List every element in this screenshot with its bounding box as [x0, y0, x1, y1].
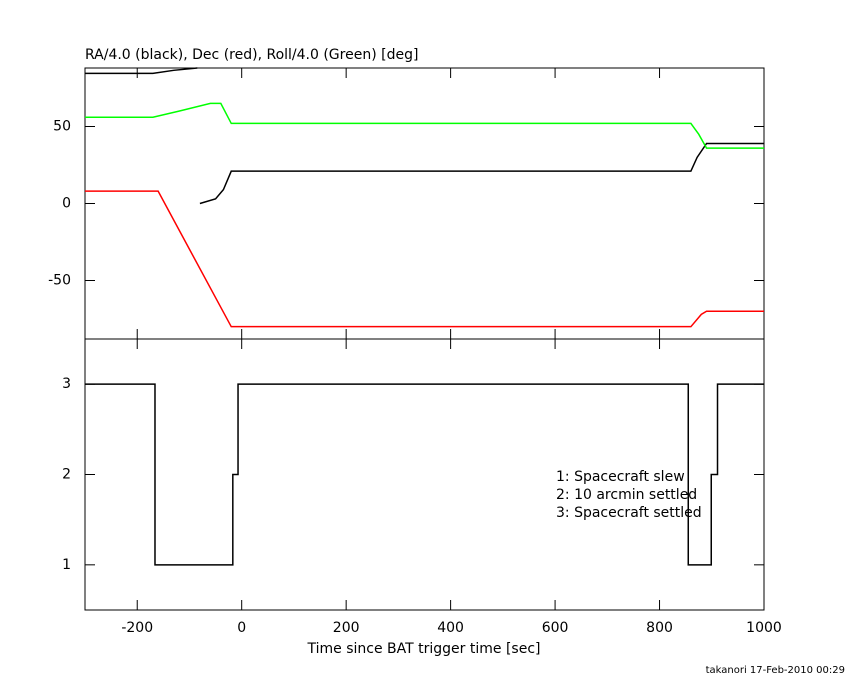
y-tick-label: 50	[53, 119, 71, 135]
footer: takanori 17-Feb-2010 00:29	[706, 665, 845, 676]
y-tick-label: 1	[62, 557, 71, 573]
x-tick-label: 1000	[746, 620, 782, 636]
annotation: 1: Spacecraft slew	[556, 469, 685, 485]
data-line	[199, 142, 764, 205]
y-tick-label: -50	[48, 272, 71, 288]
x-tick-label: -200	[121, 620, 153, 636]
data-line	[85, 190, 764, 328]
annotation: 2: 10 arcmin settled	[556, 487, 697, 503]
y-tick-label: 3	[62, 376, 71, 392]
x-tick-label: 200	[333, 620, 360, 636]
x-tick-label: 800	[646, 620, 673, 636]
x-tick-label: 400	[437, 620, 464, 636]
data-line	[85, 67, 198, 75]
data-line	[85, 383, 764, 566]
x-tick-label: 0	[237, 620, 246, 636]
x-axis-label: Time since BAT trigger time [sec]	[307, 641, 541, 657]
data-line	[85, 102, 764, 149]
chart-title: RA/4.0 (black), Dec (red), Roll/4.0 (Gre…	[85, 47, 418, 63]
y-tick-label: 0	[62, 196, 71, 212]
annotation: 3: Spacecraft settled	[556, 505, 702, 521]
y-tick-label: 2	[62, 467, 71, 483]
x-tick-label: 600	[542, 620, 569, 636]
